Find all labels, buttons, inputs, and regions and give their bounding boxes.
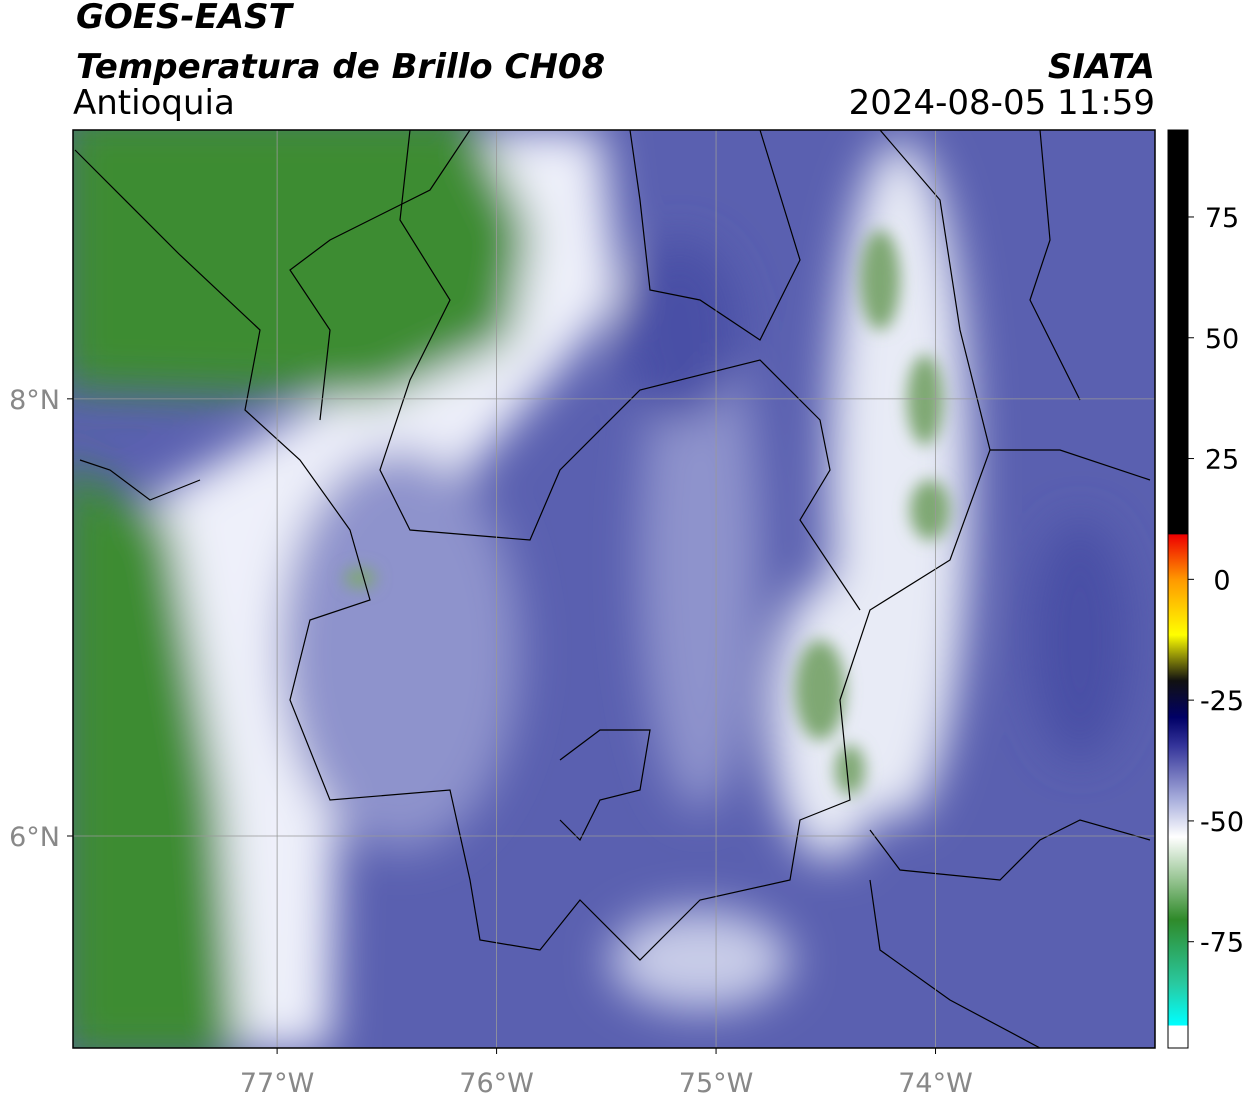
graticule: [73, 130, 1155, 1048]
x-tick-label: 76°W: [459, 1068, 534, 1099]
source: SIATA: [1048, 47, 1155, 87]
colorbar-tick-label: 0: [1213, 565, 1230, 596]
colorbar-tick-label: 25: [1205, 445, 1239, 476]
satellite-image: [73, 130, 1155, 1048]
x-tick-label: 75°W: [679, 1068, 754, 1099]
title: GOES-EAST: [76, 0, 295, 37]
colorbar-tick-label: -25: [1200, 686, 1244, 717]
y-tick-label: 8°N: [9, 385, 60, 416]
colorbar: [1167, 129, 1189, 1049]
y-tick-label: 6°N: [9, 822, 60, 853]
colorbar-tick-label: -75: [1200, 928, 1244, 959]
map-frame: [72, 129, 1156, 1049]
colorbar-tick-label: 75: [1205, 203, 1239, 234]
datetime: 2024-08-05 11:59: [849, 83, 1155, 123]
subtitle: Temperatura de Brillo CH08: [76, 47, 605, 87]
x-tick-label: 74°W: [898, 1068, 973, 1099]
x-tick-label: 77°W: [240, 1068, 315, 1099]
region: Antioquia: [73, 83, 235, 123]
colorbar-tick-label: 50: [1205, 324, 1239, 355]
colorbar-tick-label: -50: [1200, 807, 1244, 838]
